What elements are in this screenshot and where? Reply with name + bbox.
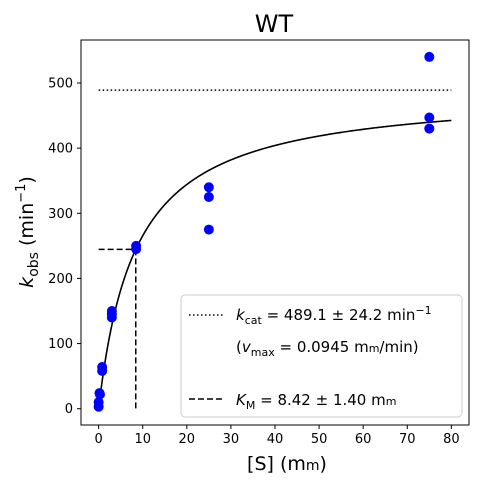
data-point (97, 362, 108, 373)
data-point (203, 191, 214, 202)
x-tick-label: 30 (223, 432, 240, 447)
x-tick-label: 70 (399, 432, 416, 447)
data-point (94, 389, 105, 400)
y-tick-label: 500 (48, 76, 73, 91)
legend-frame (180, 294, 463, 418)
y-tick-label: 100 (48, 337, 73, 352)
y-axis-ticks: 0 100 200 300 400 500 (48, 76, 81, 417)
data-point (203, 182, 214, 193)
legend-kcat-label: kcat = 489.1 ± 24.2 min−1 (236, 304, 432, 327)
x-tick-label: 0 (94, 432, 102, 447)
fit-curve (97, 119, 452, 409)
x-tick-label: 50 (311, 432, 328, 447)
y-tick-label: 200 (48, 272, 73, 287)
data-point (93, 397, 104, 408)
x-tick-label: 40 (267, 432, 284, 447)
y-tick-label: 300 (48, 207, 73, 222)
legend-vmax-label: (vmax = 0.0945 mm/min) (236, 338, 419, 359)
data-point (424, 112, 435, 123)
legend: kcat = 489.1 ± 24.2 min−1 (vmax = 0.0945… (180, 294, 463, 418)
plot-area (93, 51, 452, 412)
y-tick-label: 0 (65, 402, 73, 417)
data-point (106, 305, 117, 316)
x-tick-label: 60 (355, 432, 372, 447)
data-point (424, 51, 435, 62)
data-point (424, 123, 435, 134)
data-point (203, 224, 214, 235)
y-tick-label: 400 (48, 142, 73, 157)
x-tick-label: 20 (179, 432, 196, 447)
data-point (131, 240, 142, 251)
legend-km-label: KM = 8.42 ± 1.40 mm (236, 391, 396, 412)
chart-title: WT (255, 10, 294, 38)
x-tick-label: 80 (443, 432, 460, 447)
y-axis-label: kobs (min−1) (14, 176, 42, 288)
x-axis-label: [S] (mm) (247, 453, 327, 475)
x-axis-ticks: 0 10 20 30 40 50 60 70 80 (94, 425, 460, 447)
x-tick-label: 10 (134, 432, 151, 447)
